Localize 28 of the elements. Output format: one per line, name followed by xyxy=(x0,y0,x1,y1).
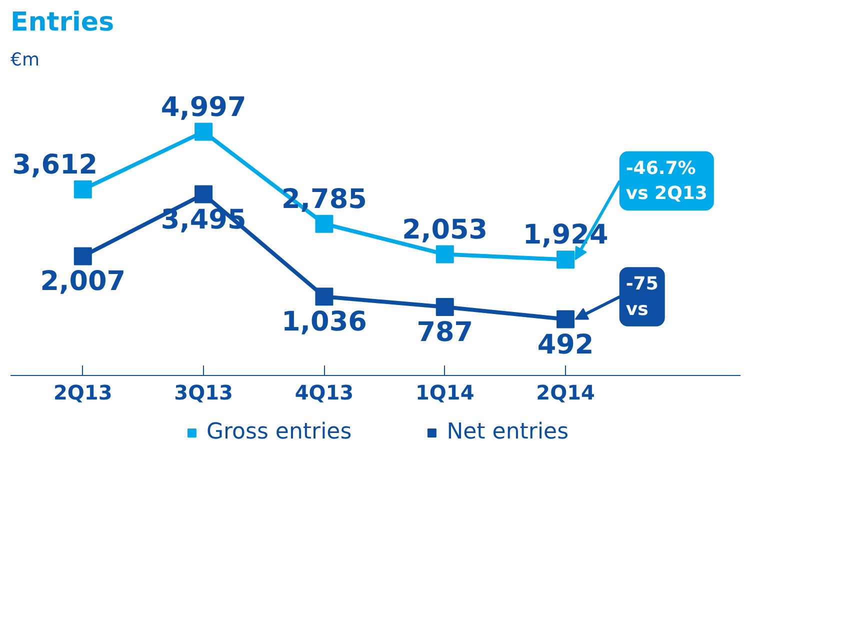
point xyxy=(436,298,454,316)
point xyxy=(74,180,92,198)
data-label: 3,612 xyxy=(12,149,98,180)
point xyxy=(194,122,213,141)
point xyxy=(315,214,334,233)
point xyxy=(556,310,575,328)
x-tick-label: 2Q13 xyxy=(54,380,112,404)
legend-label: Net entries xyxy=(446,420,569,444)
x-tick-label: 3Q13 xyxy=(174,380,233,404)
data-label: 4,997 xyxy=(160,92,246,123)
data-label: 1,036 xyxy=(282,306,367,338)
data-label: 492 xyxy=(537,329,594,360)
point xyxy=(74,247,92,266)
point xyxy=(436,245,454,264)
chart-subtitle: €m xyxy=(10,50,40,70)
annotation: -75 vs xyxy=(626,274,658,320)
chart-title: Entries xyxy=(10,8,114,38)
x-tick-label: 4Q13 xyxy=(294,380,354,404)
data-label: 787 xyxy=(416,316,474,348)
point xyxy=(315,288,334,306)
x-tick-label: 2Q14 xyxy=(536,380,595,404)
legend-label: Gross entries xyxy=(206,420,352,444)
x-tick-label: 1Q14 xyxy=(416,380,474,404)
point xyxy=(556,250,575,269)
data-label: 2,007 xyxy=(40,266,126,298)
data-label: 2,053 xyxy=(402,214,488,246)
point xyxy=(194,185,213,204)
annotation: -46.7% vs 2Q13 xyxy=(626,158,708,204)
